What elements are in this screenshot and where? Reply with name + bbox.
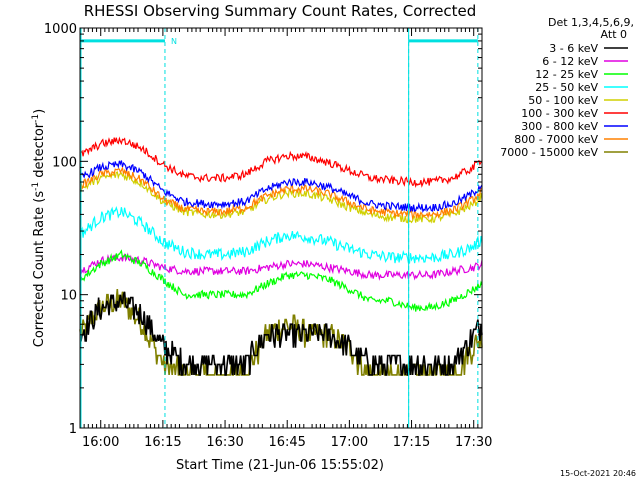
- x-tick-label: 17:30: [455, 435, 492, 450]
- footer-date: 15-Oct-2021 20:46: [560, 469, 636, 478]
- y-tick-label: 10: [60, 289, 77, 304]
- y-tick-label: 1000: [44, 22, 77, 37]
- series-line: [79, 252, 483, 281]
- legend-entry-label: 100 - 300 keV: [521, 107, 598, 120]
- series-line: [79, 289, 483, 376]
- x-tick-label: 16:00: [82, 435, 119, 450]
- marker-layer: N: [80, 28, 479, 428]
- series-line: [79, 160, 483, 214]
- axis-layer: 16:00 16:15 16:30 16:45 17:00 17:15 17:30 1 10 10…: [44, 22, 493, 450]
- y-axis-label: Corrected Count Rate (s-1 detector-1): [31, 109, 47, 347]
- legend-entry-label: 800 - 7000 keV: [514, 133, 598, 146]
- series-layer: [79, 136, 483, 376]
- series-line: [79, 136, 483, 189]
- x-axis-label: Start Time (21-Jun-06 15:55:02): [176, 458, 384, 473]
- x-tick-label: 16:30: [206, 435, 243, 450]
- series-line: [79, 205, 483, 264]
- legend-entry-label: 25 - 50 keV: [535, 81, 598, 94]
- y-tick-label: 1: [69, 422, 77, 437]
- legend-entry-label: 50 - 100 keV: [528, 94, 598, 107]
- legend-header-line1: Det 1,3,4,5,6,9,: [548, 16, 634, 29]
- y-axis-label-part1: Corrected Count Rate (s: [32, 191, 47, 348]
- x-tick-label: 17:00: [331, 435, 368, 450]
- y-axis-label-part3: ): [32, 109, 47, 114]
- series-line: [79, 249, 483, 312]
- legend-entry-label: 6 - 12 keV: [542, 55, 598, 68]
- y-axis-label-sup2: -1: [31, 114, 41, 123]
- legend-entry-label: 7000 - 15000 keV: [500, 146, 598, 159]
- legend-entry-label: 3 - 6 keV: [549, 42, 598, 55]
- plot-frame: [79, 27, 483, 429]
- x-tick-label: 16:15: [144, 435, 181, 450]
- y-axis-label-sup1: -1: [31, 182, 41, 191]
- legend-entry-label: 300 - 800 keV: [521, 120, 598, 133]
- x-tick-label: 16:45: [268, 435, 305, 450]
- y-tick-label: 100: [52, 155, 77, 170]
- chart-title: RHESSI Observing Summary Count Rates, Co…: [84, 2, 477, 20]
- series-line: [80, 291, 483, 376]
- y-axis-label-part2: detector: [32, 122, 47, 182]
- marker-segment-label: N: [171, 37, 177, 46]
- series-line: [79, 171, 483, 224]
- x-tick-label: 17:15: [393, 435, 430, 450]
- legend-entry-label: 12 - 25 keV: [535, 68, 598, 81]
- legend-header-line2: Att 0: [601, 28, 627, 41]
- series-line: [79, 165, 483, 220]
